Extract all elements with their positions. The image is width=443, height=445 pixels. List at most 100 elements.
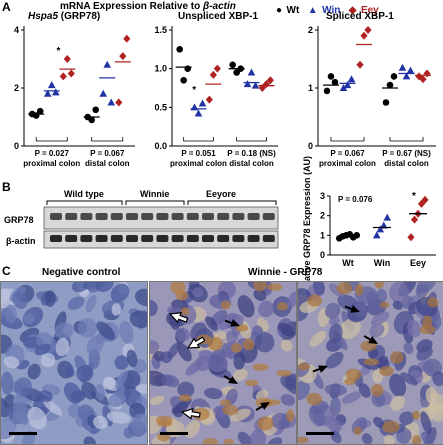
band-grp78 bbox=[262, 213, 275, 220]
y-tick-label: 0 bbox=[14, 141, 19, 151]
stain-spot bbox=[419, 325, 436, 335]
stain-spot bbox=[255, 397, 272, 408]
cell-nucleus bbox=[354, 301, 367, 319]
point-win bbox=[402, 72, 411, 80]
cell-nucleus bbox=[184, 420, 201, 438]
p-value: P = 0.67 (NS) bbox=[382, 149, 431, 158]
stain-spot bbox=[223, 438, 234, 444]
cell-nucleus bbox=[150, 370, 167, 387]
label-winnie-grp78: Winnie - GRP78 bbox=[248, 267, 323, 278]
cell-nucleus bbox=[237, 295, 255, 318]
cell-nucleus bbox=[175, 327, 191, 342]
point-wt bbox=[386, 81, 394, 89]
cell-nucleus bbox=[40, 352, 56, 368]
point-win bbox=[372, 231, 381, 239]
cell-nucleus bbox=[3, 356, 20, 369]
scale-bar bbox=[9, 432, 37, 435]
point-win bbox=[339, 84, 348, 91]
point-eey bbox=[258, 84, 266, 92]
chart-a1-title: Hspa5 (GRP78) bbox=[28, 11, 100, 22]
legend-win-label: Win bbox=[322, 5, 341, 16]
point-wt bbox=[335, 234, 343, 242]
cell-nucleus bbox=[71, 282, 88, 293]
point-wt bbox=[36, 107, 44, 115]
point-eey bbox=[123, 34, 131, 43]
point-wt bbox=[327, 73, 335, 80]
band-actin bbox=[186, 235, 199, 242]
cell-nucleus bbox=[383, 434, 395, 444]
cell-nucleus bbox=[258, 300, 275, 318]
cell-nucleus bbox=[237, 431, 253, 444]
chart-a3-title: Spliced XBP-1 bbox=[326, 11, 394, 22]
point-eey bbox=[356, 60, 364, 69]
stain-spot bbox=[336, 282, 353, 295]
point-win bbox=[99, 89, 108, 97]
cell-nucleus bbox=[85, 295, 97, 313]
point-wt bbox=[353, 232, 361, 239]
group-label: proximal colon bbox=[319, 159, 376, 168]
point-eey bbox=[115, 98, 123, 107]
cell-nucleus bbox=[230, 408, 251, 422]
stain-spot bbox=[202, 437, 219, 444]
cell-nucleus bbox=[313, 282, 325, 296]
cell-nucleus bbox=[280, 339, 293, 352]
cell-nucleus bbox=[252, 325, 263, 337]
point-eey bbox=[119, 52, 127, 61]
point-wt bbox=[184, 65, 191, 72]
cell-nucleus bbox=[329, 283, 344, 298]
cell-nucleus bbox=[203, 387, 223, 400]
cell-nucleus bbox=[177, 381, 195, 398]
point-eey bbox=[266, 76, 274, 85]
cell-nucleus bbox=[406, 319, 422, 338]
point-eey bbox=[410, 215, 419, 224]
cell-nucleus bbox=[135, 384, 147, 394]
bracket-winnie bbox=[125, 200, 185, 205]
band-actin bbox=[95, 235, 108, 242]
band-actin bbox=[80, 235, 93, 242]
cell-nucleus bbox=[95, 384, 105, 401]
point-eey bbox=[417, 199, 426, 208]
cell-nucleus bbox=[232, 368, 248, 382]
cell-nucleus bbox=[271, 412, 291, 430]
cell-nucleus bbox=[54, 322, 74, 339]
cell-nucleus bbox=[43, 399, 63, 416]
point-wt bbox=[346, 231, 354, 238]
cell-nucleus bbox=[341, 391, 362, 404]
point-eey bbox=[67, 69, 75, 78]
cell-nucleus bbox=[375, 355, 389, 369]
p-value: P = 0.067 bbox=[90, 149, 125, 158]
blot-group-eeyore: Eeyore bbox=[206, 189, 237, 199]
cell-nucleus bbox=[330, 396, 341, 417]
stain-spot bbox=[235, 324, 249, 332]
arrow-icon bbox=[363, 335, 378, 344]
sig-bracket bbox=[35, 137, 68, 142]
point-wt bbox=[382, 99, 390, 106]
cell-nucleus bbox=[107, 392, 126, 408]
band-actin bbox=[126, 235, 138, 242]
cell-nucleus bbox=[83, 436, 97, 444]
cell-nucleus bbox=[324, 302, 341, 319]
cell-nucleus bbox=[253, 288, 267, 302]
p-value: P = 0.18 (NS) bbox=[227, 149, 276, 158]
cell-nucleus bbox=[150, 300, 158, 317]
x-tick-label: Eey bbox=[410, 258, 426, 268]
blot-group-wildtype: Wild type bbox=[64, 189, 104, 199]
point-wt bbox=[339, 233, 347, 240]
cell-nucleus bbox=[277, 322, 295, 337]
cell-nucleus bbox=[110, 283, 130, 303]
cell-nucleus bbox=[123, 427, 134, 439]
cell-nucleus bbox=[415, 284, 429, 298]
y-tick-label: 0 bbox=[320, 250, 325, 260]
cell-nucleus bbox=[392, 300, 403, 310]
y-tick-label: 2 bbox=[320, 211, 325, 221]
point-win bbox=[51, 88, 60, 96]
point-eey bbox=[364, 26, 372, 34]
stain-spot bbox=[276, 302, 288, 311]
stain-spot bbox=[390, 351, 404, 364]
stain-spot bbox=[208, 336, 224, 351]
stain-spot bbox=[412, 435, 422, 444]
cell-nucleus bbox=[14, 377, 32, 397]
cell-nucleus bbox=[161, 374, 180, 388]
